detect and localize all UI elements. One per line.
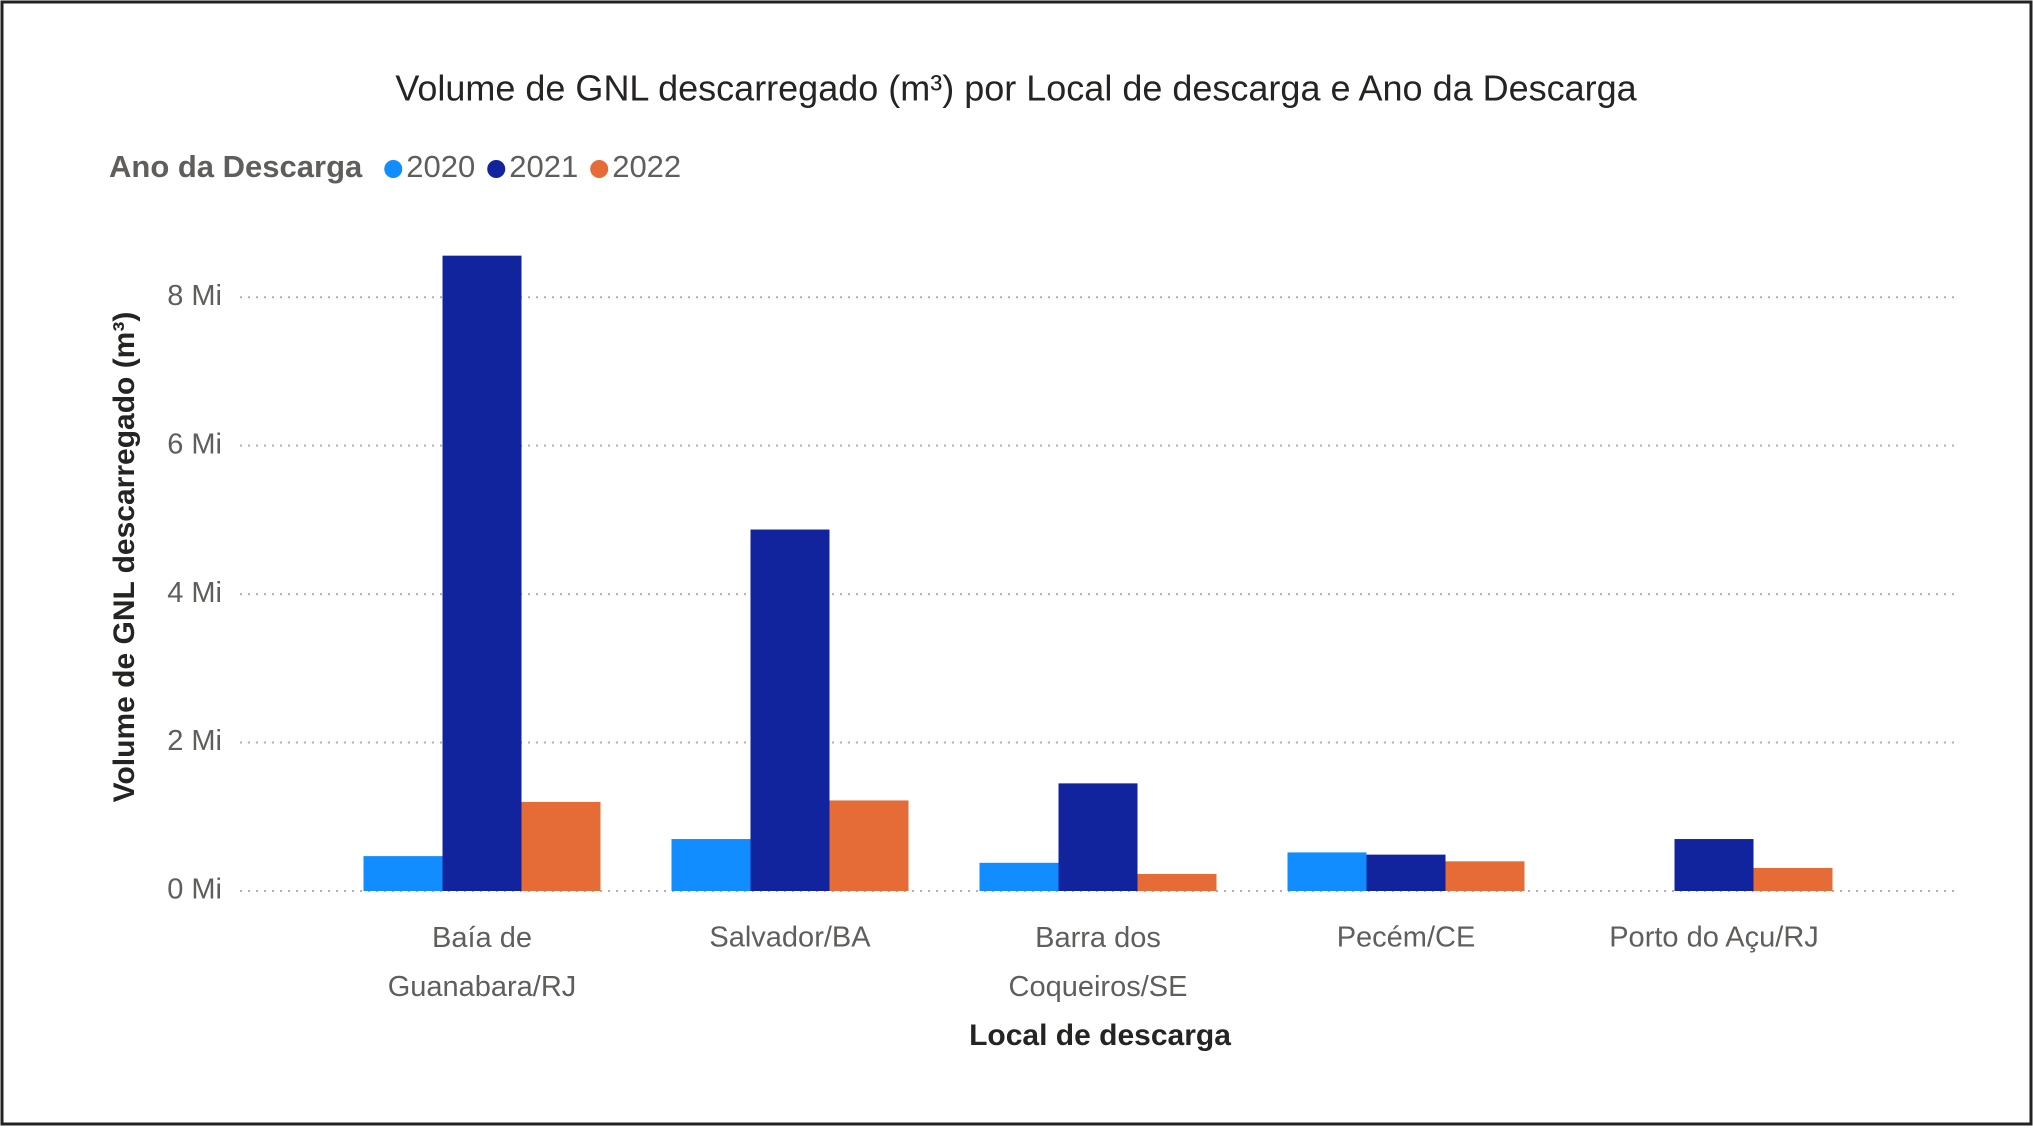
bar: [1366, 854, 1446, 891]
chart-title: Volume de GNL descarregado (m³) por Loca…: [395, 68, 1637, 109]
y-axis-title: Volume de GNL descarregado (m³): [108, 312, 141, 803]
bar: [363, 856, 443, 891]
legend-label: 2020: [406, 149, 475, 184]
bar: [671, 839, 751, 891]
bar: [1058, 783, 1138, 891]
bar: [442, 255, 522, 891]
y-tick-label: 6 Mi: [167, 428, 222, 460]
x-tick-label: Porto do Açu/RJ: [1609, 922, 1819, 954]
x-tick-label: Salvador/BA: [709, 922, 871, 954]
legend-title: Ano da Descarga: [109, 149, 363, 184]
legend-label: 2022: [612, 149, 681, 184]
y-tick-label: 8 Mi: [167, 280, 222, 312]
bar: [750, 529, 830, 891]
x-tick-label: Pecém/CE: [1337, 922, 1476, 954]
bar: [979, 862, 1059, 891]
bar: [1287, 852, 1367, 891]
legend-marker: [590, 160, 609, 178]
bar: [521, 801, 601, 891]
bar: [829, 800, 909, 891]
legend-label: 2021: [509, 149, 578, 184]
x-axis-title: Local de descarga: [969, 1019, 1231, 1052]
bar: [1137, 873, 1217, 891]
y-tick-label: 0 Mi: [167, 874, 222, 906]
bar: [1753, 867, 1833, 891]
x-tick-label: Barra dos Coqueiros/SE: [1009, 922, 1188, 1003]
y-tick-label: 2 Mi: [167, 725, 222, 757]
legend-marker: [384, 160, 403, 178]
bar: [1674, 839, 1754, 891]
legend-marker: [487, 160, 506, 178]
bar: [1445, 861, 1525, 891]
x-tick-label: Baía de Guanabara/RJ: [388, 922, 577, 1003]
y-tick-label: 4 Mi: [167, 577, 222, 609]
